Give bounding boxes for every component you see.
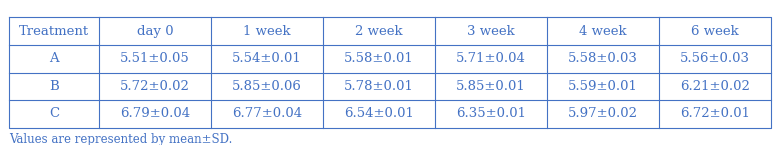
Text: 5.85±0.06: 5.85±0.06 bbox=[232, 80, 302, 93]
Text: day 0: day 0 bbox=[136, 25, 173, 38]
Text: 1 week: 1 week bbox=[243, 25, 291, 38]
Text: 6.77±0.04: 6.77±0.04 bbox=[232, 107, 302, 120]
Text: Treatment: Treatment bbox=[20, 25, 90, 38]
Text: 6.21±0.02: 6.21±0.02 bbox=[679, 80, 750, 93]
Text: 5.72±0.02: 5.72±0.02 bbox=[120, 80, 190, 93]
Text: 2 week: 2 week bbox=[355, 25, 402, 38]
Text: Values are represented by mean±SD.: Values are represented by mean±SD. bbox=[9, 133, 232, 145]
Text: 6 week: 6 week bbox=[691, 25, 739, 38]
Text: 3 week: 3 week bbox=[467, 25, 515, 38]
Text: 6.54±0.01: 6.54±0.01 bbox=[344, 107, 414, 120]
Text: 6.35±0.01: 6.35±0.01 bbox=[456, 107, 526, 120]
Text: 5.58±0.01: 5.58±0.01 bbox=[344, 52, 414, 65]
Text: 5.97±0.02: 5.97±0.02 bbox=[568, 107, 638, 120]
Text: A: A bbox=[49, 52, 59, 65]
Text: 5.78±0.01: 5.78±0.01 bbox=[344, 80, 414, 93]
Text: 5.58±0.03: 5.58±0.03 bbox=[568, 52, 638, 65]
Text: 5.56±0.03: 5.56±0.03 bbox=[679, 52, 750, 65]
Text: 6.79±0.04: 6.79±0.04 bbox=[120, 107, 190, 120]
Text: 5.71±0.04: 5.71±0.04 bbox=[456, 52, 526, 65]
Text: 4 week: 4 week bbox=[579, 25, 626, 38]
Text: 5.85±0.01: 5.85±0.01 bbox=[456, 80, 526, 93]
Text: B: B bbox=[49, 80, 59, 93]
Text: 6.72±0.01: 6.72±0.01 bbox=[679, 107, 750, 120]
Text: 5.59±0.01: 5.59±0.01 bbox=[568, 80, 638, 93]
Text: 5.54±0.01: 5.54±0.01 bbox=[232, 52, 302, 65]
Text: 5.51±0.05: 5.51±0.05 bbox=[120, 52, 190, 65]
Text: C: C bbox=[49, 107, 59, 120]
